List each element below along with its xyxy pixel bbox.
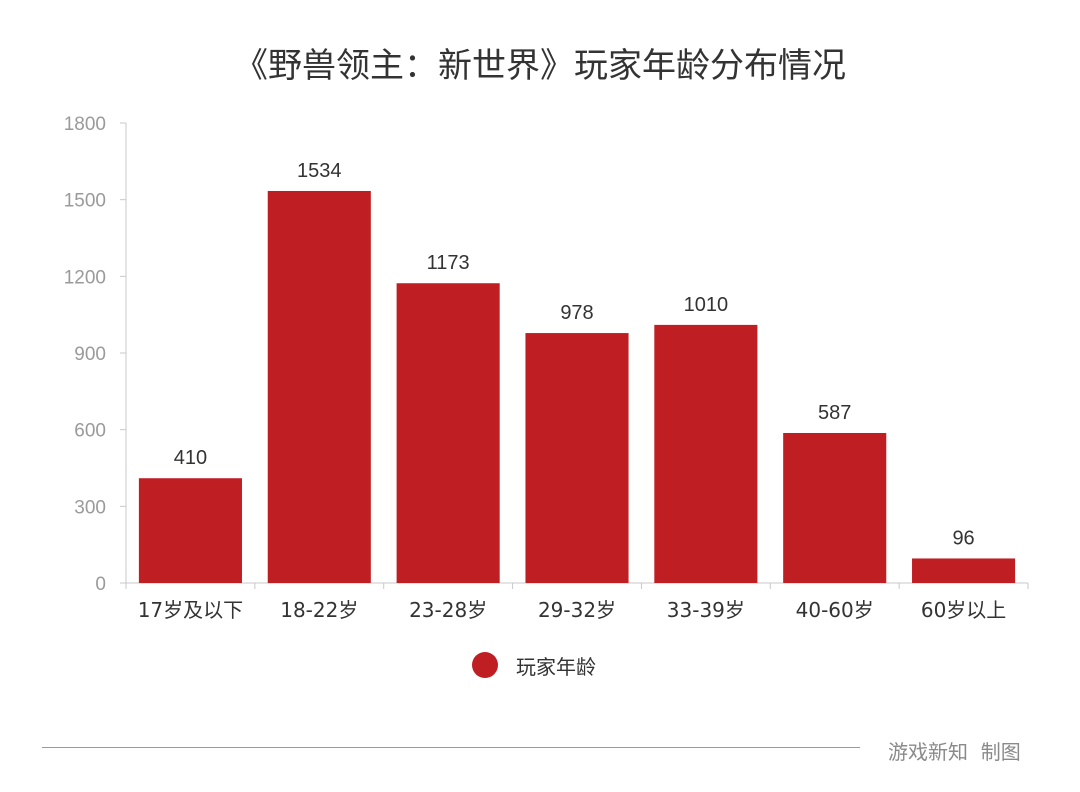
chart-title: 《野兽领主：新世界》玩家年龄分布情况 — [234, 46, 846, 86]
y-tick-label: 0 — [95, 574, 106, 595]
bar — [783, 432, 887, 583]
bar — [912, 558, 1016, 583]
data-label: 1010 — [684, 294, 729, 316]
x-category-label: 33-39岁 — [667, 598, 745, 622]
bar — [138, 478, 242, 583]
y-tick-label: 1800 — [64, 114, 106, 135]
data-label: 1173 — [427, 252, 470, 274]
bar — [654, 324, 758, 583]
legend: 玩家年龄 — [472, 650, 596, 680]
x-category-label: 18-22岁 — [280, 598, 358, 622]
y-tick-label: 900 — [74, 344, 106, 365]
x-category-label: 23-28岁 — [409, 598, 487, 622]
x-category-label: 29-32岁 — [538, 598, 616, 622]
x-category-label: 60岁以上 — [921, 598, 1006, 622]
data-label: 410 — [174, 447, 207, 469]
y-tick-label: 1500 — [64, 191, 106, 212]
legend-swatch — [472, 652, 498, 678]
x-category-label: 17岁及以下 — [138, 598, 243, 622]
legend-label: 玩家年龄 — [516, 654, 596, 679]
footer-divider — [42, 747, 860, 748]
bar-chart: 0 300 600 900 1200 1500 1800 410 17岁及以下 1534 18-22… — [64, 114, 1029, 622]
data-label: 587 — [818, 402, 851, 424]
footer-credit: 游戏新知 制图 — [888, 740, 1021, 764]
y-tick-label: 600 — [74, 421, 106, 442]
data-label: 1534 — [297, 160, 342, 182]
bar — [396, 283, 500, 583]
y-tick-label: 1200 — [64, 267, 106, 288]
bar — [525, 333, 629, 583]
data-label: 978 — [560, 302, 593, 324]
x-category-label: 40-60岁 — [796, 598, 874, 622]
data-label: 96 — [952, 527, 974, 549]
bar — [267, 190, 371, 583]
y-tick-label: 300 — [74, 497, 106, 518]
